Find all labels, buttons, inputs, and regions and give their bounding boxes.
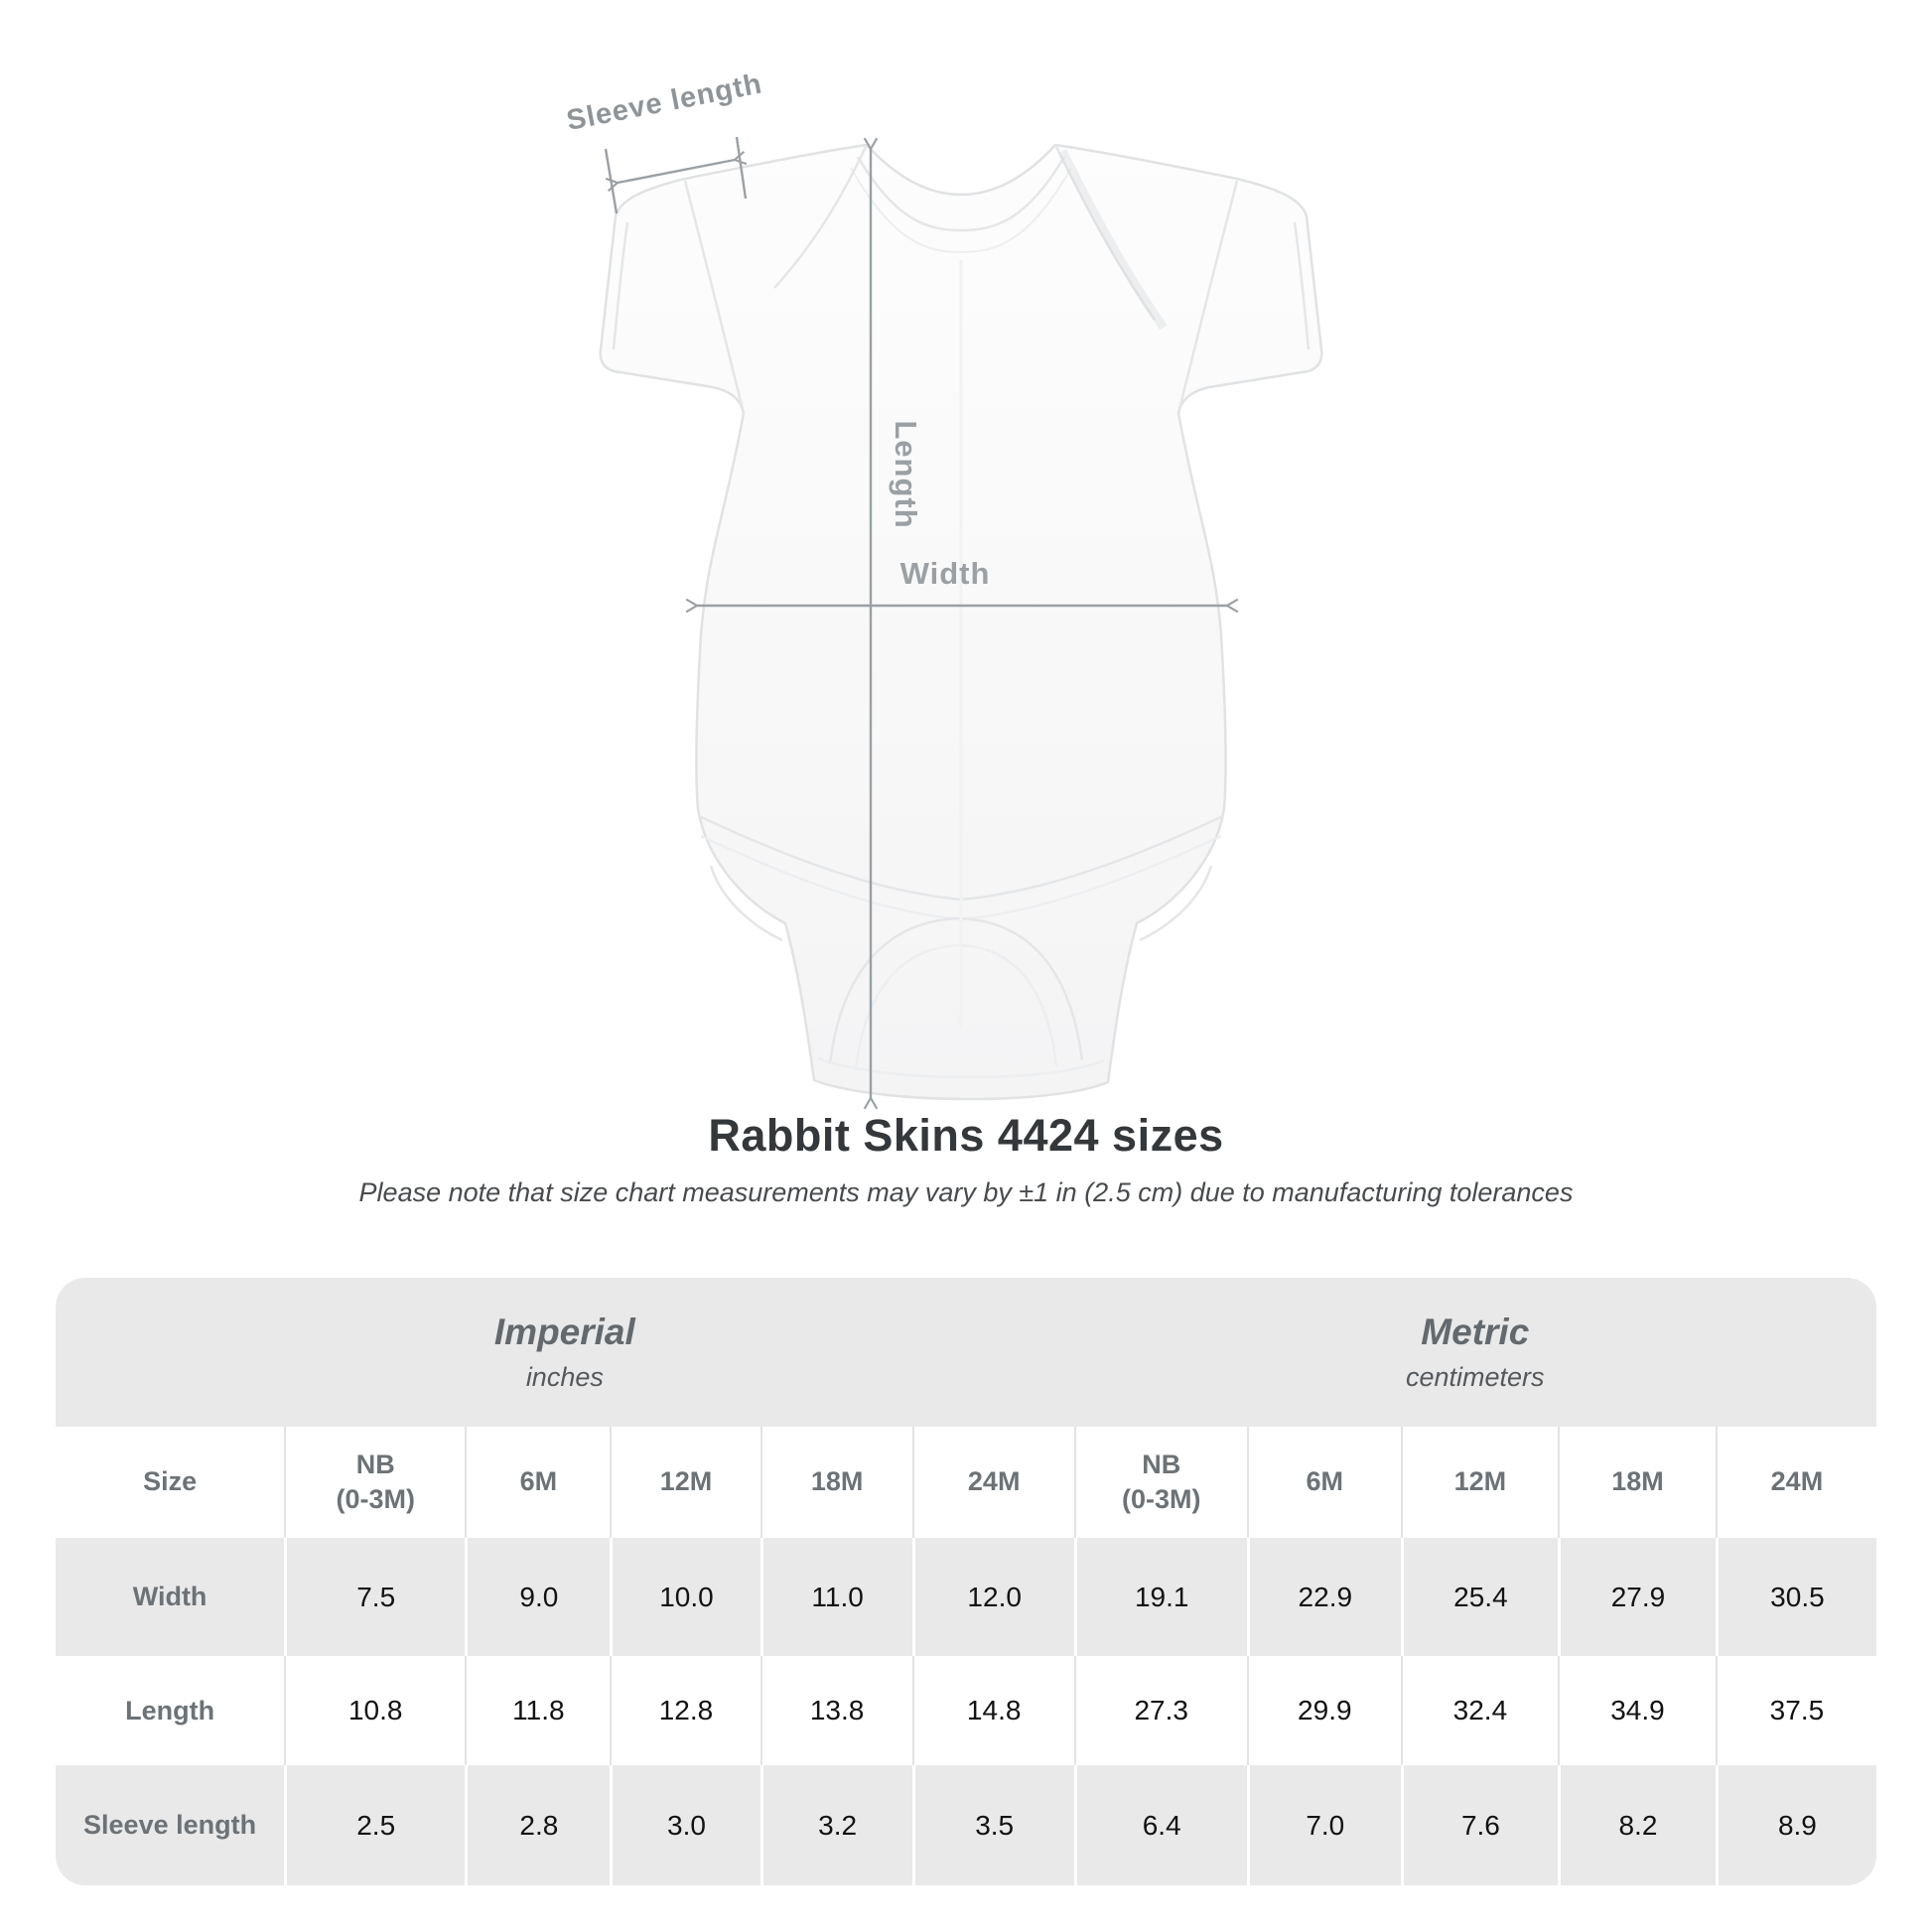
table-cell: 30.5 [1715, 1538, 1876, 1656]
table-cell: 2.5 [284, 1765, 466, 1885]
column-header: NB (0-3M) [1073, 1427, 1247, 1538]
metric-unit: centimeters [1406, 1362, 1545, 1392]
width-dimension-label: Width [900, 556, 991, 591]
table-cell: 25.4 [1400, 1538, 1558, 1656]
onesie-illustration: Length Width Sleeve length [564, 68, 1323, 1110]
column-header: 18M [1557, 1427, 1716, 1538]
size-table: Imperial inches Metric centimeters Size … [56, 1278, 1876, 1885]
column-header: 24M [911, 1427, 1074, 1538]
imperial-title: Imperial [493, 1311, 635, 1352]
table-cell: 6.4 [1073, 1765, 1247, 1885]
table-cell: 22.9 [1246, 1538, 1401, 1656]
column-header: 12M [1400, 1427, 1558, 1538]
table-cell: 9.0 [465, 1538, 611, 1656]
metric-header: Metric centimeters [1073, 1278, 1876, 1427]
table-cell: 7.0 [1246, 1765, 1401, 1885]
table-cell: 3.0 [610, 1765, 760, 1885]
table-cell: 11.0 [759, 1538, 912, 1656]
table-cell: 27.3 [1073, 1656, 1247, 1765]
column-header: 12M [610, 1427, 760, 1538]
onesie-seams [612, 144, 1311, 1079]
table-cell: 7.6 [1400, 1765, 1558, 1885]
row-label-length: Length [56, 1656, 285, 1765]
table-cell: 8.9 [1715, 1765, 1876, 1885]
page-title: Rabbit Skins 4424 sizes [708, 1110, 1224, 1161]
table-cell: 27.9 [1557, 1538, 1716, 1656]
table-cell: 37.5 [1715, 1656, 1876, 1765]
length-dimension-label: Length [889, 420, 923, 528]
table-cell: 11.8 [465, 1656, 611, 1765]
table-cell: 7.5 [284, 1538, 466, 1656]
row-label-width: Width [56, 1538, 285, 1656]
table-cell: 13.8 [759, 1656, 912, 1765]
sleeve-length-dimension [604, 136, 748, 214]
table-cell: 10.0 [610, 1538, 760, 1656]
metric-title: Metric [1421, 1311, 1530, 1352]
table-cell: 2.8 [465, 1765, 611, 1885]
sleeve-length-label: Sleeve length [564, 68, 764, 137]
table-cell: 10.8 [284, 1656, 466, 1765]
tolerance-note: Please note that size chart measurements… [358, 1177, 1574, 1207]
table-cell: 29.9 [1246, 1656, 1401, 1765]
table-cell: 8.2 [1557, 1765, 1716, 1885]
table-cell: 34.9 [1557, 1656, 1716, 1765]
table-cell: 12.8 [610, 1656, 760, 1765]
column-header: 18M [759, 1427, 912, 1538]
column-header: 24M [1715, 1427, 1876, 1538]
title-block: Rabbit Skins 4424 sizes Please note that… [0, 1110, 1932, 1208]
column-header: NB (0-3M) [284, 1427, 466, 1538]
table-cell: 3.5 [911, 1765, 1074, 1885]
row-label-sleeve-length: Sleeve length [56, 1765, 285, 1885]
imperial-header: Imperial inches [56, 1278, 1074, 1427]
table-cell: 3.2 [759, 1765, 912, 1885]
table-cell: 12.0 [911, 1538, 1074, 1656]
column-header: 6M [1246, 1427, 1401, 1538]
column-header-size: Size [56, 1427, 285, 1538]
imperial-unit: inches [525, 1362, 604, 1392]
column-header: 6M [465, 1427, 611, 1538]
table-cell: 19.1 [1073, 1538, 1247, 1656]
table-cell: 14.8 [911, 1656, 1074, 1765]
table-cell: 32.4 [1400, 1656, 1558, 1765]
